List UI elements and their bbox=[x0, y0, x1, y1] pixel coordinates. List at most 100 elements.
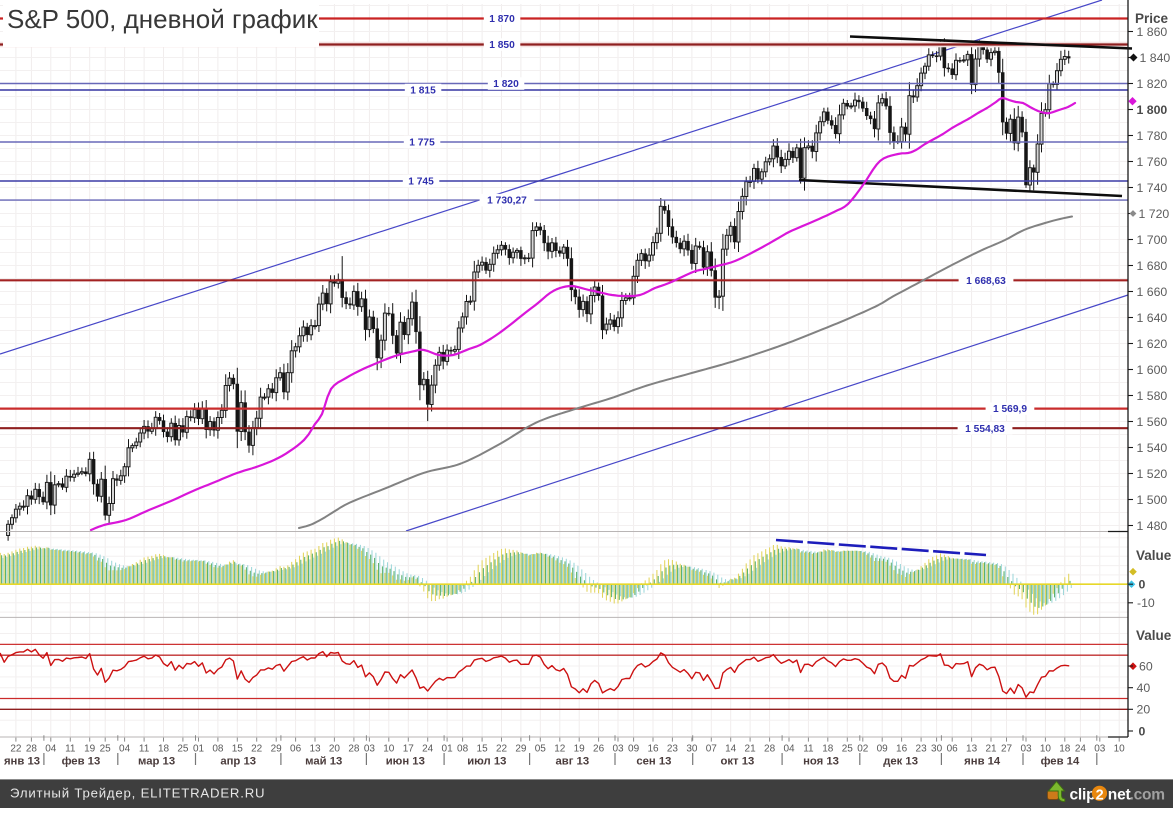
svg-text:1 620: 1 620 bbox=[1137, 337, 1168, 351]
svg-text:1 660: 1 660 bbox=[1137, 285, 1168, 299]
svg-text:июн 13: июн 13 bbox=[386, 756, 425, 768]
svg-text:08: 08 bbox=[457, 744, 469, 755]
svg-text:сен 13: сен 13 bbox=[636, 756, 671, 768]
svg-text:окт 13: окт 13 bbox=[721, 756, 755, 768]
svg-text:янв 13: янв 13 bbox=[4, 756, 40, 768]
svg-text:04: 04 bbox=[119, 744, 131, 755]
svg-text:ноя 13: ноя 13 bbox=[803, 756, 839, 768]
svg-text:1 720: 1 720 bbox=[1139, 207, 1170, 221]
svg-text:1 730,27: 1 730,27 bbox=[487, 196, 527, 207]
svg-text:21: 21 bbox=[745, 744, 757, 755]
svg-text:06: 06 bbox=[290, 744, 302, 755]
svg-text:25: 25 bbox=[842, 744, 854, 755]
svg-text:15: 15 bbox=[477, 744, 489, 755]
svg-text:1 740: 1 740 bbox=[1137, 181, 1168, 195]
svg-text:1 569,9: 1 569,9 bbox=[993, 404, 1027, 415]
svg-text:01: 01 bbox=[193, 744, 205, 755]
svg-text:1 600: 1 600 bbox=[1137, 363, 1168, 377]
svg-text:14: 14 bbox=[725, 744, 737, 755]
svg-text:1 820: 1 820 bbox=[1137, 77, 1168, 91]
svg-text:28: 28 bbox=[348, 744, 360, 755]
svg-text:05: 05 bbox=[535, 744, 547, 755]
svg-text:30: 30 bbox=[686, 744, 698, 755]
svg-text:S&P 500, дневной график: S&P 500, дневной график bbox=[7, 4, 318, 34]
svg-text:04: 04 bbox=[783, 744, 795, 755]
svg-text:19: 19 bbox=[84, 744, 96, 755]
svg-text:15: 15 bbox=[232, 744, 244, 755]
svg-text:авг 13: авг 13 bbox=[555, 756, 589, 768]
svg-text:10: 10 bbox=[1040, 744, 1052, 755]
svg-text:май 13: май 13 bbox=[305, 756, 342, 768]
svg-text:1 668,63: 1 668,63 bbox=[966, 276, 1006, 287]
svg-text:01: 01 bbox=[442, 744, 454, 755]
svg-text:clip: clip bbox=[1070, 787, 1096, 804]
svg-text:1 520: 1 520 bbox=[1137, 467, 1168, 481]
svg-text:10: 10 bbox=[383, 744, 395, 755]
svg-text:24: 24 bbox=[422, 744, 434, 755]
svg-text:11: 11 bbox=[65, 744, 76, 755]
svg-text:03: 03 bbox=[612, 744, 624, 755]
svg-text:29: 29 bbox=[271, 744, 283, 755]
svg-text:20: 20 bbox=[329, 744, 341, 755]
svg-text:0: 0 bbox=[1139, 724, 1146, 738]
svg-text:1 745: 1 745 bbox=[408, 177, 434, 188]
svg-text:25: 25 bbox=[177, 744, 189, 755]
svg-text:1 554,83: 1 554,83 bbox=[965, 424, 1005, 435]
svg-text:23: 23 bbox=[667, 744, 679, 755]
svg-text:11: 11 bbox=[139, 744, 150, 755]
svg-text:1 680: 1 680 bbox=[1137, 259, 1168, 273]
svg-text:-10: -10 bbox=[1137, 596, 1155, 610]
svg-text:1 700: 1 700 bbox=[1137, 233, 1168, 247]
svg-text:1 870: 1 870 bbox=[489, 14, 515, 25]
svg-text:Value: Value bbox=[1136, 628, 1172, 643]
svg-text:03: 03 bbox=[364, 744, 376, 755]
svg-text:22: 22 bbox=[496, 744, 508, 755]
svg-text:10: 10 bbox=[1114, 744, 1126, 755]
svg-text:29: 29 bbox=[515, 744, 527, 755]
svg-text:18: 18 bbox=[1059, 744, 1071, 755]
svg-text:18: 18 bbox=[822, 744, 834, 755]
svg-text:22: 22 bbox=[10, 744, 22, 755]
svg-text:1 860: 1 860 bbox=[1137, 25, 1168, 39]
svg-text:08: 08 bbox=[212, 744, 224, 755]
svg-text:0: 0 bbox=[1139, 578, 1146, 592]
svg-text:2: 2 bbox=[1096, 787, 1104, 803]
svg-text:27: 27 bbox=[1001, 744, 1013, 755]
svg-text:21: 21 bbox=[985, 744, 997, 755]
svg-text:net: net bbox=[1108, 787, 1131, 804]
svg-text:апр 13: апр 13 bbox=[220, 756, 256, 768]
svg-text:1 480: 1 480 bbox=[1137, 519, 1168, 533]
svg-text:фев 14: фев 14 bbox=[1041, 756, 1080, 768]
svg-text:дек 13: дек 13 bbox=[883, 756, 918, 768]
svg-text:20: 20 bbox=[1137, 703, 1151, 717]
svg-text:09: 09 bbox=[877, 744, 889, 755]
svg-text:1 640: 1 640 bbox=[1137, 311, 1168, 325]
svg-text:1 820: 1 820 bbox=[493, 79, 519, 90]
svg-text:22: 22 bbox=[251, 744, 263, 755]
svg-text:17: 17 bbox=[403, 744, 415, 755]
svg-text:Элитный Трейдер, ELITETRADER.R: Элитный Трейдер, ELITETRADER.RU bbox=[10, 786, 265, 801]
svg-text:09: 09 bbox=[628, 744, 640, 755]
svg-text:1 500: 1 500 bbox=[1137, 493, 1168, 507]
svg-text:02: 02 bbox=[857, 744, 869, 755]
svg-text:1 775: 1 775 bbox=[409, 138, 435, 149]
svg-text:1 815: 1 815 bbox=[410, 86, 436, 97]
svg-text:1 800: 1 800 bbox=[1137, 103, 1168, 117]
svg-text:07: 07 bbox=[706, 744, 718, 755]
svg-text:19: 19 bbox=[574, 744, 586, 755]
svg-text:06: 06 bbox=[947, 744, 959, 755]
svg-text:11: 11 bbox=[803, 744, 814, 755]
svg-text:03: 03 bbox=[1020, 744, 1032, 755]
svg-text:1 760: 1 760 bbox=[1137, 155, 1168, 169]
svg-text:28: 28 bbox=[26, 744, 38, 755]
svg-text:янв 14: янв 14 bbox=[964, 756, 1001, 768]
svg-text:Price: Price bbox=[1135, 11, 1169, 26]
svg-text:фев 13: фев 13 bbox=[62, 756, 101, 768]
svg-text:18: 18 bbox=[158, 744, 170, 755]
svg-text:13: 13 bbox=[966, 744, 978, 755]
svg-text:30: 30 bbox=[931, 744, 943, 755]
svg-text:04: 04 bbox=[45, 744, 57, 755]
svg-text:60: 60 bbox=[1139, 659, 1153, 673]
svg-text:мар 13: мар 13 bbox=[138, 756, 175, 768]
svg-text:июл 13: июл 13 bbox=[467, 756, 506, 768]
